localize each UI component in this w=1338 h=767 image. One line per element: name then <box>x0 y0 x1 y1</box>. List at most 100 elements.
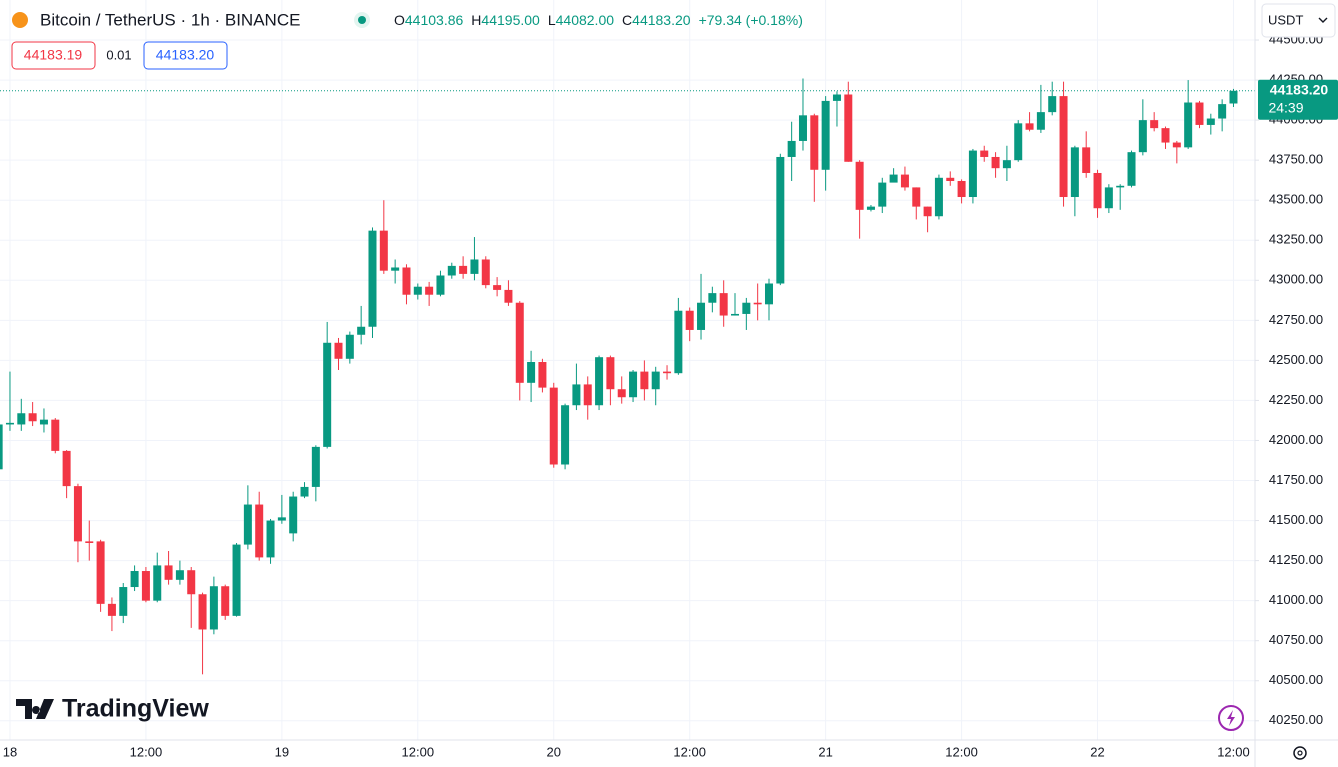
candle-body <box>391 267 400 271</box>
candle-body <box>39 419 48 425</box>
y-tick-label: 42250.00 <box>1269 392 1323 407</box>
candle-body <box>946 177 955 181</box>
candle-body <box>731 313 740 316</box>
settings-icon-center <box>1297 750 1303 756</box>
x-tick-label: 12:00 <box>945 744 978 759</box>
x-tick-label: 21 <box>818 744 832 759</box>
ohlc-key: C <box>622 12 632 28</box>
x-tick-label: 12:00 <box>402 744 435 759</box>
candle-body <box>470 259 479 274</box>
candle-body <box>515 302 524 383</box>
ohlc-value: 44103.86 <box>405 12 464 28</box>
candle-body <box>1127 152 1136 186</box>
candle-body <box>697 302 706 330</box>
candle-body <box>674 310 683 374</box>
price-tag <box>1258 79 1338 120</box>
candle-body <box>198 594 207 630</box>
lightning-icon <box>1227 710 1235 726</box>
candle-body <box>255 504 264 558</box>
candle-body <box>538 361 547 388</box>
candle-body <box>289 496 298 534</box>
candle-body <box>17 413 26 425</box>
price-tag-value: 44183.20 <box>1270 81 1329 97</box>
ohlc-value: 44183.20 <box>632 12 691 28</box>
y-tick-label: 41000.00 <box>1269 592 1323 607</box>
candle-body <box>1036 112 1045 130</box>
buy-box[interactable] <box>143 41 228 70</box>
candle-body <box>719 293 728 316</box>
change: +79.34 (+0.18%) <box>699 12 803 28</box>
candle-body <box>402 267 411 295</box>
candle-body <box>368 230 377 327</box>
candle-body <box>991 156 1000 169</box>
y-tick-label: 40250.00 <box>1269 712 1323 727</box>
candle-body <box>742 302 751 314</box>
settings-icon[interactable] <box>1293 746 1307 760</box>
currency: USDT <box>1268 12 1303 27</box>
candle-body <box>85 541 94 543</box>
candle-body <box>685 310 694 330</box>
ohlc-key: O <box>394 12 405 28</box>
candle-body <box>1218 104 1227 119</box>
x-tick-label: 19 <box>275 744 289 759</box>
y-tick-label: 41250.00 <box>1269 552 1323 567</box>
sell-box[interactable] <box>11 41 96 70</box>
candle-body <box>583 384 592 406</box>
y-tick-label: 43000.00 <box>1269 272 1323 287</box>
candle-body <box>1025 123 1034 130</box>
candle-body <box>73 486 82 542</box>
y-tick-label: 43500.00 <box>1269 192 1323 207</box>
y-tick-label: 42500.00 <box>1269 352 1323 367</box>
candle-body <box>459 265 468 274</box>
candle-body <box>878 182 887 207</box>
candle-body <box>1229 90 1238 104</box>
candle-body <box>640 371 649 390</box>
ohlc-key: L <box>548 12 556 28</box>
candle-body <box>549 387 558 465</box>
candle-body <box>1082 147 1091 173</box>
candle-body <box>1093 172 1102 209</box>
candle-body <box>1184 102 1193 148</box>
candle-body <box>311 446 320 487</box>
y-tick-label: 42750.00 <box>1269 312 1323 327</box>
candle-body <box>209 586 218 630</box>
candle-body <box>889 174 898 183</box>
candle-body <box>1206 118 1215 125</box>
candle-body <box>764 283 773 305</box>
candle-body <box>1002 160 1011 169</box>
candle-body <box>243 504 252 545</box>
currency-button[interactable] <box>1261 3 1336 38</box>
tv-logo-text: TradingView <box>62 695 209 723</box>
candle-body <box>527 361 536 383</box>
candle-body <box>504 289 513 303</box>
ohlc: O44103.86 H44195.00 L44082.00 C44183.20 +79.… <box>394 12 803 28</box>
candle-body <box>130 571 139 588</box>
candle-body <box>164 565 173 580</box>
y-tick-label: 40750.00 <box>1269 632 1323 647</box>
candle-body <box>651 371 660 390</box>
candle-body <box>413 286 422 295</box>
symbol[interactable]: Bitcoin / TetherUS · 1h · BINANCE <box>40 10 300 29</box>
candle-body <box>753 302 762 305</box>
y-tick-label: 42000.00 <box>1269 432 1323 447</box>
candle-body <box>617 389 626 398</box>
candle-body <box>629 371 638 398</box>
candle-body <box>1116 185 1125 188</box>
y-tick-label: 43250.00 <box>1269 232 1323 247</box>
candle-body <box>934 177 943 217</box>
candle-body <box>51 419 60 451</box>
y-tick-label: 41500.00 <box>1269 512 1323 527</box>
candle-body <box>912 187 921 207</box>
candle-body <box>0 424 3 470</box>
candle-body <box>96 541 105 604</box>
x-tick-label: 12:00 <box>1217 744 1250 759</box>
tv-logo-mark <box>16 699 54 719</box>
candle-body <box>345 334 354 359</box>
candle-body <box>357 326 366 335</box>
candle-body <box>153 565 162 601</box>
y-tick-label: 41750.00 <box>1269 472 1323 487</box>
candle-body <box>561 405 570 465</box>
candle-body <box>832 94 841 101</box>
candle-body <box>844 94 853 162</box>
